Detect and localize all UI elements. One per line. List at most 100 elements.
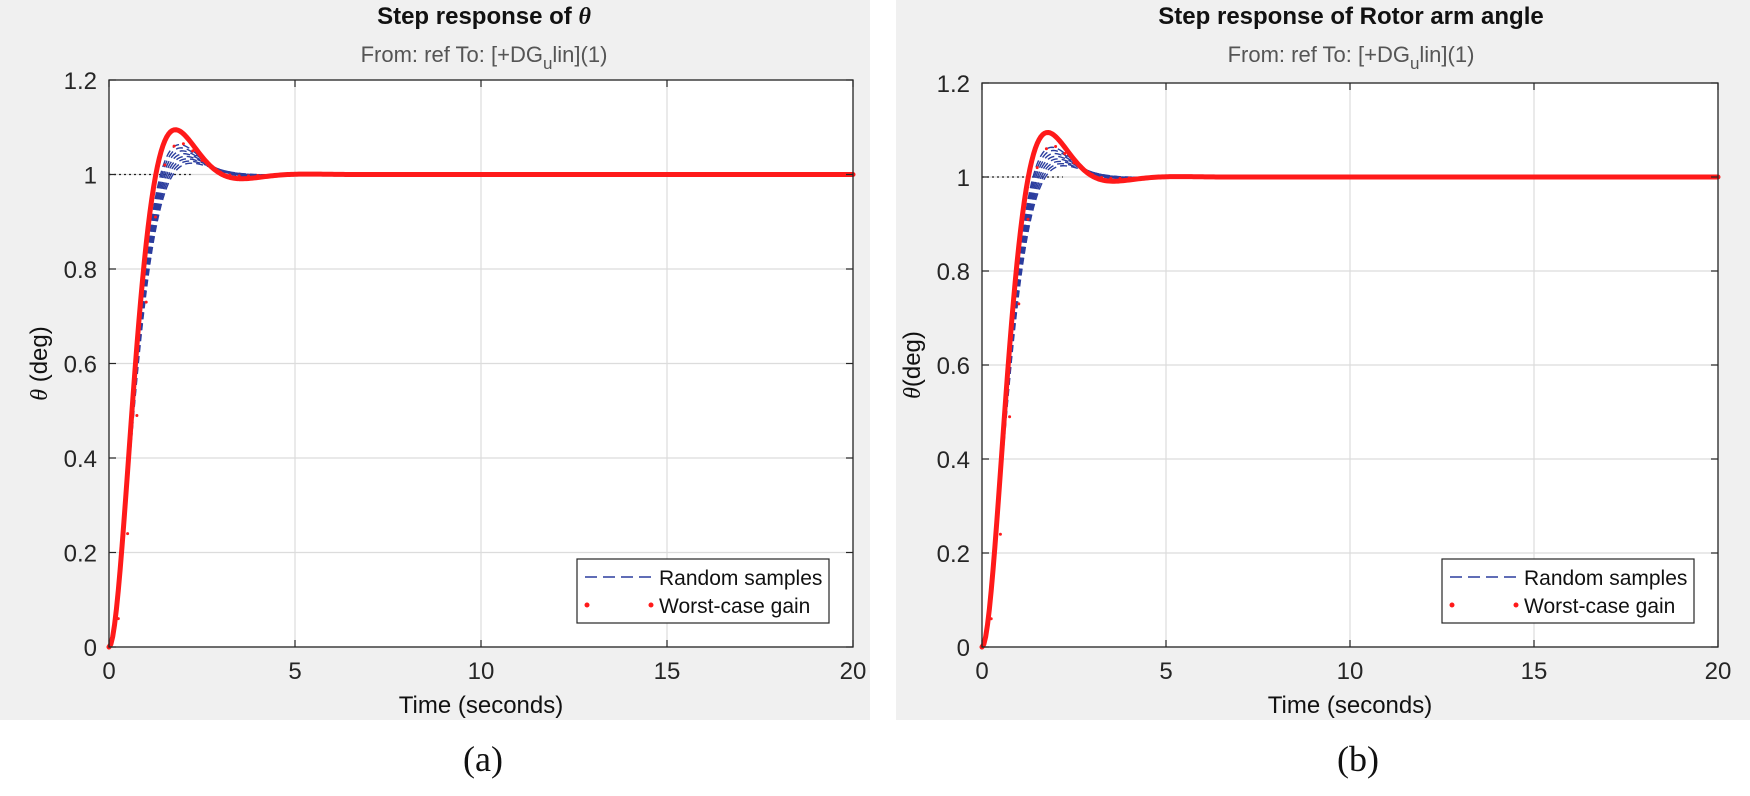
worst-case-point [154,215,157,219]
y-axis-label: θ(deg) [899,331,926,399]
legend-swatch-worst [648,602,654,608]
worst-case-point [293,173,297,176]
x-tick-label: 15 [1521,658,1548,685]
worst-case-point [628,173,632,176]
x-tick-label: 0 [975,658,988,685]
legend-swatch-worst [584,602,590,608]
y-tick-label: 1.2 [937,71,970,98]
y-tick-label: 0.6 [937,353,970,380]
worst-case-point [116,617,120,621]
legend-label-worst: Worst-case gain [659,595,810,618]
y-tick-label: 0.4 [937,447,970,474]
worst-case-point [1164,175,1168,179]
x-tick-label: 20 [840,658,867,685]
legend-label-random: Random samples [1524,567,1687,590]
chart-title-text: Step response of [377,3,578,30]
chart-subtitle: From: ref To: [+DGulin](1) [1228,42,1475,73]
x-tick-label: 5 [288,658,301,685]
worst-case-point [247,174,250,178]
y-axis-unit: (deg) [899,331,926,387]
y-tick-label: 0 [84,635,97,662]
y-axis-symbol: θ [27,389,53,401]
worst-case-point [553,173,557,176]
worst-case-point [1054,144,1058,148]
y-tick-label: 0.2 [937,541,970,568]
worst-case-point [219,170,223,174]
legend-swatch-worst [1449,602,1455,608]
legend-label-random: Random samples [659,567,822,590]
y-axis-unit: (deg) [26,326,53,389]
worst-case-point [1146,175,1150,179]
worst-case-point [479,173,483,176]
chart-title: Step response of θ [377,3,591,30]
worst-case-point [702,173,706,176]
worst-case-point [777,173,781,176]
worst-case-point [191,149,195,153]
worst-case-point [1348,175,1352,179]
x-tick-label: 5 [1159,658,1172,685]
y-tick-label: 0.8 [937,259,970,286]
figure-caption-a: (a) [463,739,503,779]
worst-case-point [1642,175,1646,179]
x-axis-label: Time (seconds) [1268,692,1432,719]
worst-case-point [1026,217,1030,221]
worst-case-point [144,300,148,304]
worst-case-point [1072,161,1076,165]
worst-case-point [998,532,1002,536]
subtitle-text: lin](1) [1419,42,1474,67]
y-tick-label: 0.8 [64,257,97,284]
y-tick-label: 0 [957,635,970,662]
worst-case-point [1201,175,1205,179]
x-tick-label: 10 [1337,658,1364,685]
subtitle-subscript: u [543,54,552,73]
worst-case-point [330,173,334,176]
y-tick-label: 1.2 [64,68,97,95]
x-axis-label: Time (seconds) [399,692,563,719]
subtitle-text: lin](1) [552,42,607,67]
x-tick-label: 20 [1705,658,1732,685]
y-axis-label: θ (deg) [26,326,53,401]
figure-caption-b: (b) [1337,739,1379,779]
worst-case-point [237,174,241,178]
y-axis-symbol: θ [900,387,926,399]
y-tick-label: 1 [957,165,970,192]
worst-case-point [1044,147,1048,151]
worst-case-point [172,144,176,148]
chart-title-symbol: θ [578,4,591,30]
worst-case-point [1081,168,1085,172]
step-response-chart-b: 0 5 10 15 20 0 0.2 0.4 0.6 0.8 1 1.2 Step response o… [899,3,1732,719]
subtitle-text: From: ref To: [+DG [361,42,543,67]
y-tick-label: 1 [84,163,97,190]
worst-case-point [405,173,409,176]
subtitle-subscript: u [1410,54,1419,73]
y-tick-label: 0.6 [64,352,97,379]
worst-case-point [1017,302,1021,306]
worst-case-point [228,173,232,177]
x-tick-label: 15 [654,658,681,685]
y-tick-label: 0.4 [64,446,97,473]
worst-case-point [1090,173,1094,177]
x-tick-label: 0 [102,658,115,685]
legend-box [576,558,830,624]
subtitle-text: From: ref To: [+DG [1228,42,1410,67]
chart-subtitle: From: ref To: [+DGulin](1) [361,42,608,73]
legend-label-worst: Worst-case gain [1524,595,1675,618]
step-response-chart-a: 0 5 10 15 20 0 0.2 0.4 0.6 0.8 1 1.2 Step response o… [26,3,867,719]
worst-case-point [163,163,167,167]
chart-panel-b: 0 5 10 15 20 0 0.2 0.4 0.6 0.8 1 1.2 Step response o… [896,0,1750,720]
worst-case-point [126,532,130,536]
worst-case-point [1274,175,1278,179]
worst-case-point [209,165,213,169]
worst-case-point [1569,175,1573,179]
worst-case-point [200,158,204,162]
worst-case-point [256,173,260,177]
worst-case-point [1422,175,1426,179]
chart-panel-a: 0 5 10 15 20 0 0.2 0.4 0.6 0.8 1 1.2 Step response o… [0,0,870,720]
worst-case-point [989,617,993,621]
worst-case-point [1100,175,1104,179]
y-tick-label: 0.2 [64,541,97,568]
legend-box [1441,558,1695,624]
worst-case-point [1008,415,1012,419]
worst-case-point [1035,166,1039,170]
worst-case-point [1495,175,1499,179]
